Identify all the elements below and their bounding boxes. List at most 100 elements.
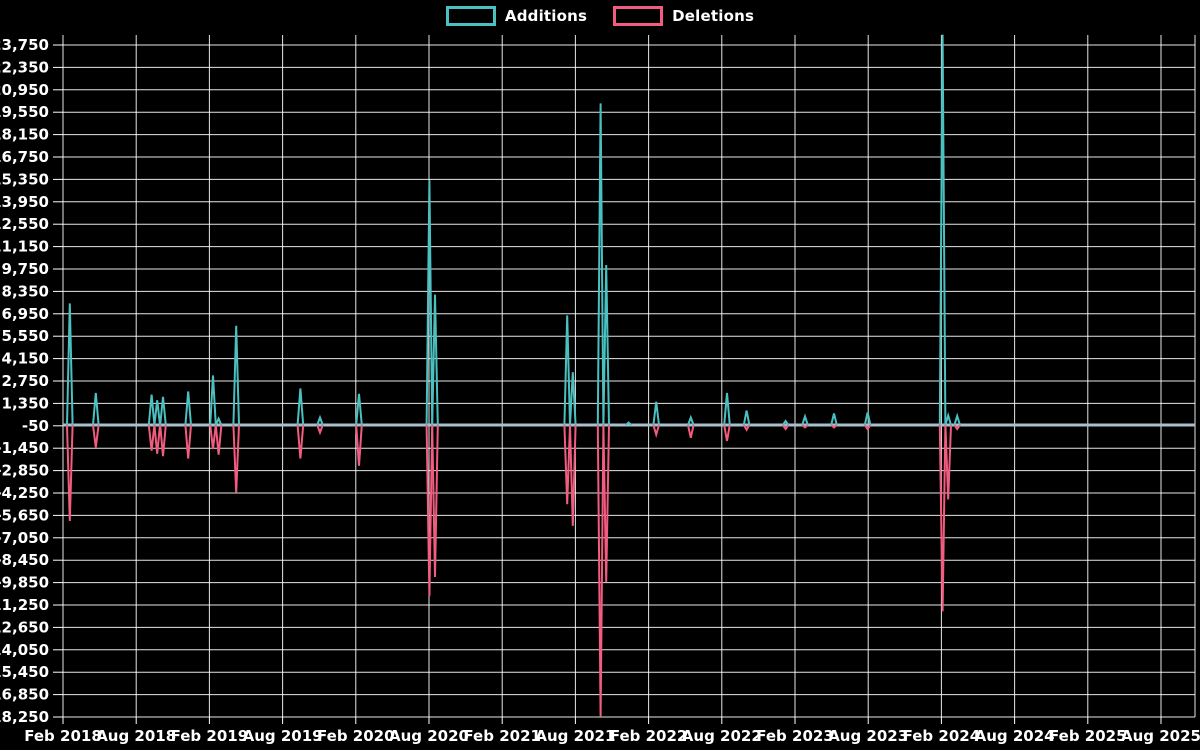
deletions-spike	[742, 424, 751, 432]
deletions-spike	[92, 424, 100, 448]
y-axis-labels: 23,750 22,350 20,950 19,550 18,150 16,750 15,3…	[0, 36, 49, 726]
deletions-spike	[781, 424, 790, 431]
additions-spike	[159, 396, 167, 426]
additions-spike	[425, 180, 434, 426]
y-tick-label: 12,550	[0, 215, 49, 233]
y-tick-label: -1,450	[0, 439, 49, 457]
x-tick-label: Feb 2021	[463, 727, 541, 745]
additions-spike	[742, 410, 751, 426]
additions-spike	[944, 411, 952, 426]
deletions-swatch	[613, 6, 664, 26]
x-tick-label: Feb 2022	[610, 727, 688, 745]
y-tick-label: -11,250	[0, 596, 49, 614]
deletions-spike	[425, 424, 434, 597]
deletions-spike	[863, 424, 872, 432]
y-tick-label: 4,150	[2, 350, 49, 368]
deletions-spike	[316, 424, 324, 436]
additions-spike	[596, 103, 605, 426]
deletions-spike	[938, 424, 947, 612]
y-tick-label: 8,350	[2, 282, 49, 300]
grid-lines	[62, 35, 1196, 718]
y-tick-label: -14,050	[0, 641, 49, 659]
x-tick-label: Feb 2023	[756, 727, 834, 745]
deletions-spike	[652, 424, 660, 439]
x-tick-label: Feb 2019	[171, 727, 249, 745]
deletions-spike	[944, 424, 952, 500]
x-tick-label: Aug 2021	[535, 727, 615, 745]
deletions-spike	[147, 424, 156, 451]
deletions-series	[66, 424, 961, 717]
additions-spike	[232, 325, 240, 426]
y-tick-label: 15,350	[0, 170, 49, 188]
deletions-spike	[563, 424, 571, 505]
additions-spike	[431, 294, 439, 426]
deletions-spike	[431, 424, 439, 578]
additions-spike	[938, 34, 947, 426]
x-tick-label: Aug 2018	[96, 727, 176, 745]
y-tick-label: 19,550	[0, 103, 49, 121]
y-tick-label: -7,050	[0, 529, 49, 547]
deletions-spike	[296, 424, 305, 459]
deletions-spike	[209, 424, 217, 450]
deletions-spike	[66, 424, 74, 522]
y-tick-label: -5,650	[0, 506, 49, 524]
additions-spike	[687, 414, 695, 426]
additions-legend-label: Additions	[504, 7, 588, 25]
x-tick-label: Aug 2023	[828, 727, 908, 745]
legend-item-deletions[interactable]: Deletions	[613, 6, 754, 26]
additions-spike	[830, 413, 838, 426]
additions-spike	[296, 388, 305, 426]
additions-spike	[214, 416, 223, 426]
x-tick-label: Feb 2025	[1049, 727, 1127, 745]
additions-series	[66, 34, 961, 426]
y-tick-label: 16,750	[0, 148, 49, 166]
y-tick-label: 1,350	[2, 394, 49, 412]
additions-spike	[316, 414, 324, 426]
deletions-spike	[569, 424, 577, 526]
y-tick-label: -18,250	[0, 708, 49, 726]
additions-spike	[569, 372, 577, 426]
x-tick-label: Aug 2025	[1121, 727, 1200, 745]
deletions-spike	[596, 424, 605, 717]
deletions-spike	[801, 424, 809, 429]
y-tick-label: -16,850	[0, 686, 49, 704]
deletions-spike	[232, 424, 240, 493]
x-tick-label: Feb 2024	[903, 727, 981, 745]
deletions-spike	[953, 424, 961, 431]
y-tick-label: -2,850	[0, 462, 49, 480]
x-tick-label: Aug 2020	[389, 727, 469, 745]
x-tick-label: Aug 2024	[975, 727, 1055, 745]
y-tick-label: 11,150	[0, 238, 49, 256]
y-tick-label: 13,950	[0, 193, 49, 211]
x-tick-label: Feb 2020	[317, 727, 395, 745]
additions-spike	[652, 401, 660, 426]
deletions-spike	[602, 424, 610, 582]
x-tick-label: Aug 2022	[682, 727, 762, 745]
additions-spike	[184, 391, 192, 426]
additions-swatch	[445, 6, 496, 26]
additions-spike	[863, 412, 872, 426]
additions-spike	[625, 421, 633, 426]
additions-spike	[147, 394, 156, 426]
deletions-spike	[355, 424, 363, 466]
chart-legend: Additions Deletions	[0, 6, 1200, 26]
deletions-spike	[723, 424, 731, 442]
additions-spike	[153, 400, 161, 426]
additions-spike	[953, 412, 961, 426]
y-tick-label: -50	[22, 417, 49, 435]
deletions-legend-label: Deletions	[672, 7, 755, 25]
additions-spike	[355, 393, 363, 426]
additions-spike	[209, 375, 217, 426]
y-tick-label: -12,650	[0, 618, 49, 636]
x-tick-label: Feb 2018	[24, 727, 102, 745]
deletions-spike	[153, 424, 161, 454]
deletions-spike	[214, 424, 223, 455]
y-tick-label: -9,850	[0, 574, 49, 592]
y-tick-label: 18,150	[0, 126, 49, 144]
y-tick-label: 5,550	[2, 327, 49, 345]
y-tick-label: -8,450	[0, 551, 49, 569]
y-tick-label: 22,350	[0, 58, 49, 76]
legend-item-additions[interactable]: Additions	[445, 6, 588, 26]
